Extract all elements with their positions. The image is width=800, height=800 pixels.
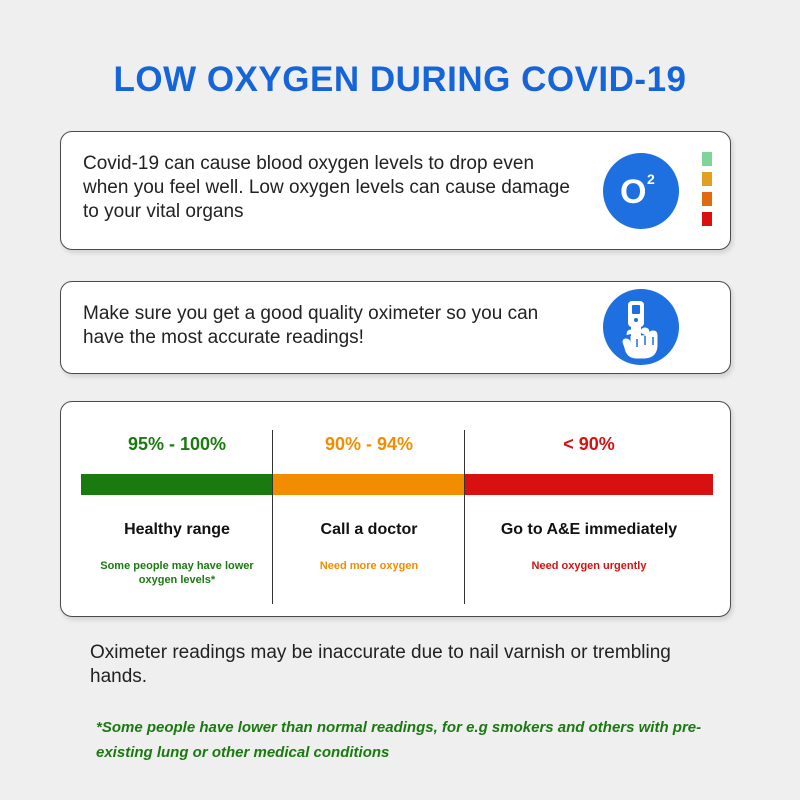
range-bar-urgent <box>465 474 713 495</box>
range-bar-healthy <box>81 474 273 495</box>
range-label: < 90% <box>563 434 615 454</box>
info-card-oxygen-drop: Covid-19 can cause blood oxygen levels t… <box>60 131 731 250</box>
range-column-healthy: 95% - 100% Healthy range Some people may… <box>81 402 273 616</box>
range-label: 95% - 100% <box>127 434 227 454</box>
level-swatch-3 <box>702 192 712 206</box>
footnote: *Some people have lower than normal read… <box>96 719 702 761</box>
range-subtext: Need more oxygen <box>319 560 419 572</box>
page-title: LOW OXYGEN DURING COVID-19 <box>113 60 687 99</box>
range-label: 90% - 94% <box>324 434 414 454</box>
info-card-oximeter: Make sure you get a good quality oximete… <box>60 281 731 374</box>
level-swatch-1 <box>702 152 712 166</box>
range-heading: Healthy range <box>124 521 230 538</box>
level-swatch-4 <box>702 212 712 226</box>
oxygen-level-indicator <box>702 152 714 232</box>
range-divider <box>464 430 465 604</box>
range-column-call-doctor: 90% - 94% Call a doctor Need more oxygen <box>273 402 465 616</box>
o2-letter: O <box>620 173 646 211</box>
o2-icon: O 2 <box>603 153 679 229</box>
finger-oximeter-icon <box>603 289 679 365</box>
accuracy-note: Oximeter readings may be inaccurate due … <box>90 642 671 687</box>
range-heading: Go to A&E immediately <box>500 521 678 538</box>
range-column-urgent: < 90% Go to A&E immediately Need oxygen … <box>465 402 713 616</box>
range-heading: Call a doctor <box>320 521 418 538</box>
o2-subscript: 2 <box>647 171 655 187</box>
range-subtext: Need oxygen urgently <box>531 560 647 572</box>
oxygen-ranges-card: 95% - 100% Healthy range Some people may… <box>60 401 731 617</box>
oximeter-advice-text: Make sure you get a good quality oximete… <box>83 303 539 348</box>
range-bar-call-doctor <box>273 474 465 495</box>
range-subtext: Some people may have lower oxygen levels… <box>100 560 254 586</box>
oxygen-drop-text: Covid-19 can cause blood oxygen levels t… <box>83 153 570 222</box>
range-divider <box>272 430 273 604</box>
level-swatch-2 <box>702 172 712 186</box>
